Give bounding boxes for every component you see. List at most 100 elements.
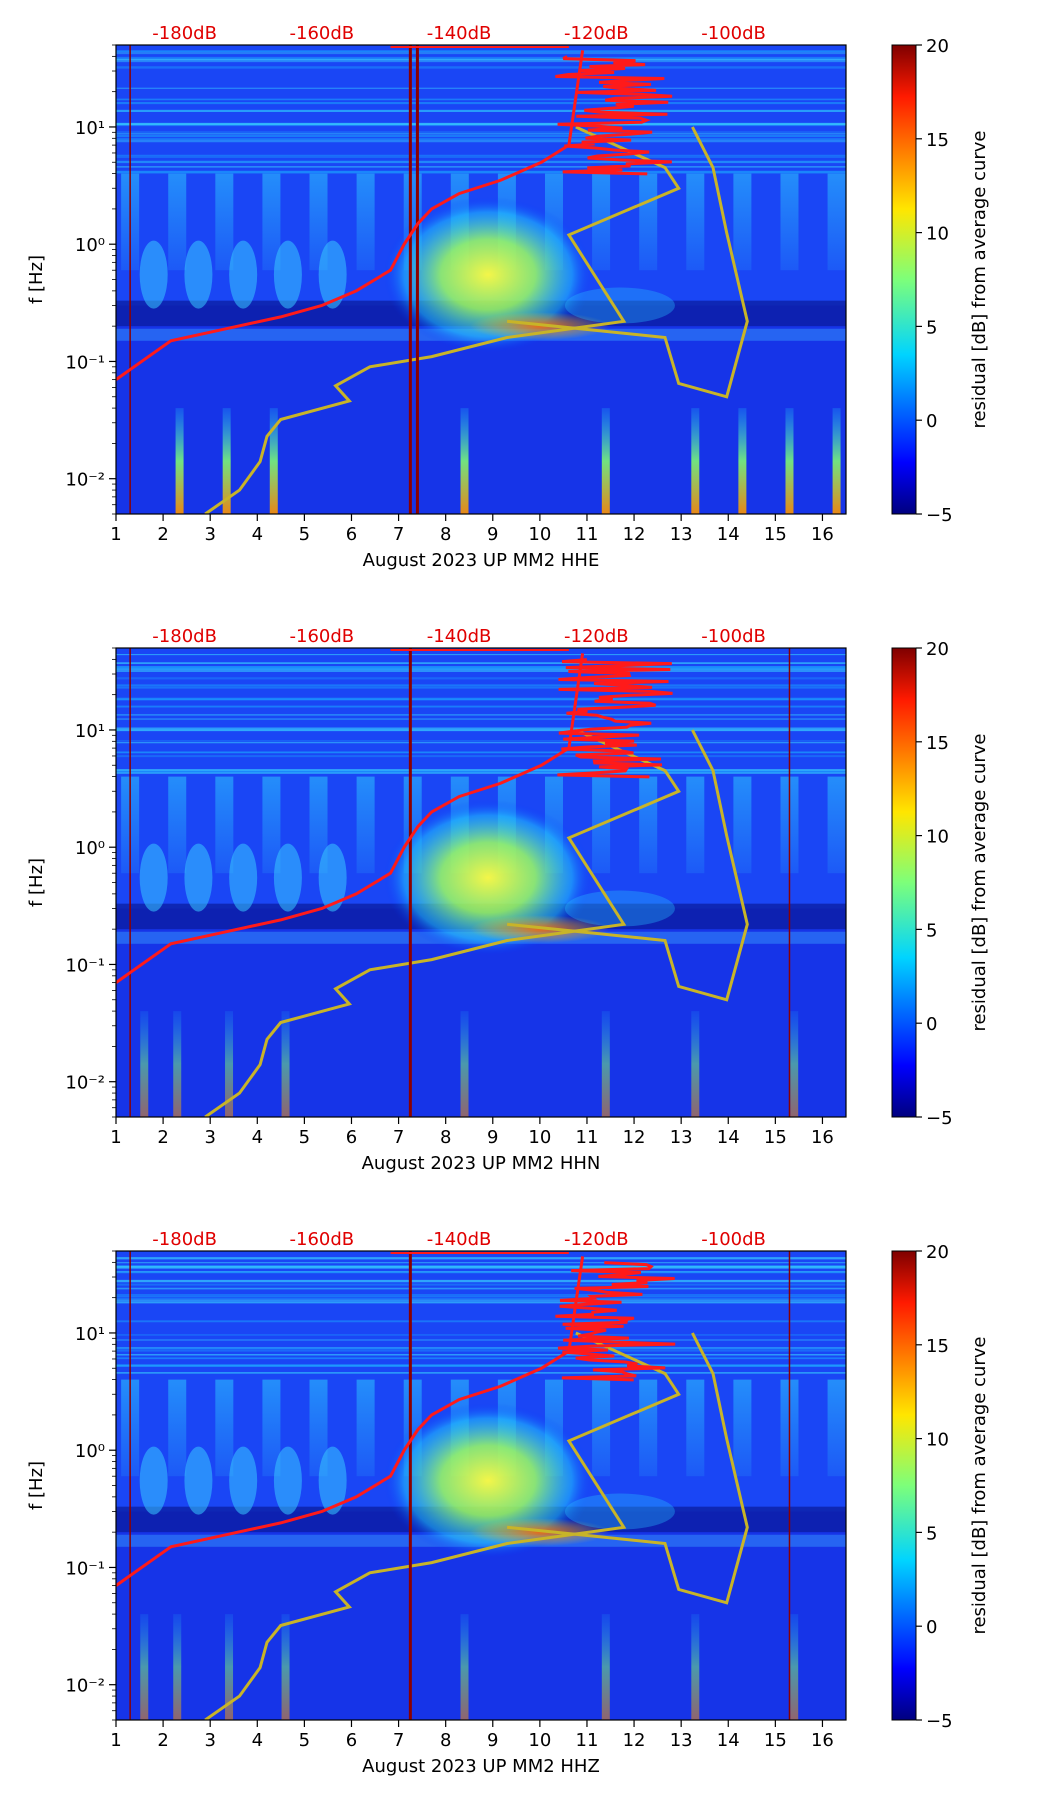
y-tick-label: 10⁰	[75, 838, 105, 859]
x-tick-label: 10	[528, 1127, 551, 1148]
x-tick-label: 3	[204, 1127, 215, 1148]
colorbar-tick-label: 0	[926, 411, 937, 432]
transient-spike	[140, 1011, 149, 1117]
x-tick-label: 14	[717, 524, 740, 545]
microseism-plume	[184, 1446, 213, 1515]
psd-curve	[116, 1256, 585, 1587]
daily-noise-stripe	[686, 1379, 705, 1477]
x-tick-label: 15	[764, 1730, 787, 1751]
x-tick-label: 9	[487, 1730, 498, 1751]
colorbar-tick-label: 10	[926, 827, 949, 848]
db-scale-label: -120dB	[564, 23, 629, 44]
x-axis-label: August 2023 UP MM2 HHZ	[362, 1756, 600, 1777]
x-tick-label: 1	[110, 524, 121, 545]
y-axis-label: f [Hz]	[26, 255, 47, 304]
x-tick-label: 4	[252, 1127, 263, 1148]
x-tick-label: 1	[110, 1730, 121, 1751]
colorbar-tick-label: 20	[926, 36, 949, 57]
daily-noise-stripe	[309, 1379, 328, 1477]
db-scale-label: -120dB	[564, 1229, 629, 1250]
colorbar	[891, 1250, 917, 1721]
colorbar-tick-label: 15	[926, 1336, 949, 1357]
transient-spike	[790, 1614, 799, 1720]
x-tick-label: 3	[204, 1730, 215, 1751]
microseism-plume	[139, 843, 168, 912]
x-tick-label: 1	[110, 1127, 121, 1148]
high-noise-model-curve	[506, 126, 749, 399]
daily-noise-stripe	[686, 173, 705, 271]
colorbar-label: residual [dB] from average curve	[969, 1336, 990, 1634]
y-tick-label: 10⁻¹	[65, 955, 105, 976]
colorbar-tick-label: 5	[926, 317, 937, 338]
transient-spike	[790, 1011, 799, 1117]
transient-spike	[225, 1614, 234, 1720]
colorbar-tick-label: 5	[926, 920, 937, 941]
transient-spike	[281, 1614, 290, 1720]
x-tick-label: 10	[528, 1730, 551, 1751]
daily-noise-stripe	[309, 173, 328, 271]
y-tick-label: 10⁰	[75, 235, 105, 256]
db-scale-label: -100dB	[701, 1229, 766, 1250]
db-scale-label: -180dB	[152, 626, 217, 647]
x-tick-label: 7	[393, 1127, 404, 1148]
x-axis-label: August 2023 UP MM2 HHE	[363, 550, 600, 571]
daily-noise-stripe	[262, 776, 281, 874]
x-tick-label: 16	[811, 1730, 834, 1751]
x-tick-label: 13	[670, 1730, 693, 1751]
y-tick-label: 10⁰	[75, 1441, 105, 1462]
daily-noise-stripe	[639, 173, 658, 271]
colorbar-tick-label: −5	[926, 505, 953, 526]
x-tick-label: 16	[811, 1127, 834, 1148]
x-tick-label: 15	[764, 1127, 787, 1148]
transient-spike	[691, 408, 700, 514]
microseism-plume	[318, 240, 347, 309]
db-scale-label: -140dB	[427, 1229, 492, 1250]
storm-tail	[564, 1493, 675, 1530]
transient-spike	[460, 1011, 469, 1117]
x-tick-label: 4	[252, 524, 263, 545]
microseism-plume	[273, 843, 302, 912]
x-tick-label: 3	[204, 524, 215, 545]
daily-noise-stripe	[639, 776, 658, 874]
y-tick-label: 10¹	[75, 1324, 105, 1345]
x-tick-label: 12	[623, 524, 646, 545]
transient-spike	[269, 408, 278, 514]
db-scale-label: -180dB	[152, 1229, 217, 1250]
colorbar-tick-label: 0	[926, 1014, 937, 1035]
daily-noise-stripe	[827, 173, 846, 271]
x-tick-label: 8	[440, 1730, 451, 1751]
psd-high-frequency-scatter	[555, 55, 673, 176]
daily-noise-stripe	[356, 776, 375, 874]
y-axis-label: f [Hz]	[26, 858, 47, 907]
transient-spike	[460, 408, 469, 514]
x-tick-label: 5	[299, 1730, 310, 1751]
x-tick-label: 6	[346, 524, 357, 545]
psd-high-frequency-scatter	[555, 1261, 676, 1382]
x-tick-label: 6	[346, 1730, 357, 1751]
daily-noise-stripe	[733, 776, 752, 874]
db-scale-label: -140dB	[427, 23, 492, 44]
x-tick-label: 4	[252, 1730, 263, 1751]
microseism-plume	[318, 843, 347, 912]
colorbar-tick-label: 20	[926, 1242, 949, 1263]
x-tick-label: 5	[299, 1127, 310, 1148]
transient-spike	[691, 1614, 700, 1720]
transient-spike	[173, 1011, 182, 1117]
x-tick-label: 11	[576, 524, 599, 545]
y-tick-label: 10¹	[75, 721, 105, 742]
transient-spike	[173, 1614, 182, 1720]
transient-spike	[601, 1614, 610, 1720]
high-noise-model-curve	[506, 729, 749, 1002]
x-tick-label: 11	[576, 1127, 599, 1148]
x-tick-label: 13	[670, 1127, 693, 1148]
daily-noise-stripe	[215, 776, 234, 874]
spectrogram-image	[116, 1251, 846, 1720]
x-tick-label: 9	[487, 524, 498, 545]
low-noise-model-curve	[204, 125, 681, 514]
x-tick-label: 8	[440, 524, 451, 545]
x-tick-label: 6	[346, 1127, 357, 1148]
x-tick-label: 8	[440, 1127, 451, 1148]
db-scale-label: -160dB	[290, 23, 355, 44]
transient-spike	[225, 1011, 234, 1117]
